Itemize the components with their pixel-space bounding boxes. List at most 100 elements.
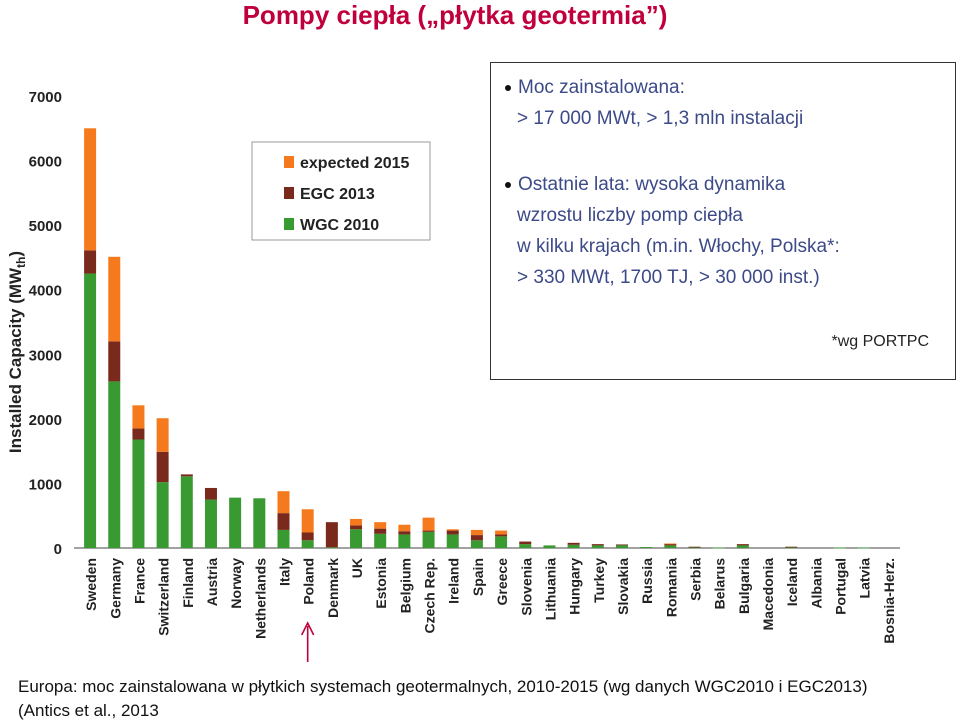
bar-italy-expected-2015 xyxy=(277,491,290,514)
x-tick-label: Italy xyxy=(277,558,293,586)
bar-czech-rep--wgc-2010 xyxy=(422,531,435,548)
x-tick-label: Bulgaria xyxy=(736,558,752,614)
bar-ireland-wgc-2010 xyxy=(446,534,459,548)
bullet-recent-dynamics: Ostatnie lata: wysoka dynamika xyxy=(505,170,785,199)
bar-denmark-wgc-2010 xyxy=(325,547,338,549)
bar-sweden-egc-2013 xyxy=(84,250,97,274)
bullet-dot-icon xyxy=(505,181,511,188)
bar-portugal-wgc-2010 xyxy=(833,547,846,549)
legend-swatch xyxy=(284,218,294,230)
installed-capacity-chart: 0 1000 2000 3000 4000 5000 6000 7000 Sweden Germ… xyxy=(0,70,960,665)
caption-line-2: (Antics et al., 2013 xyxy=(18,701,159,720)
x-tick-label: Austria xyxy=(204,558,220,606)
bar-greece-egc-2013 xyxy=(495,534,508,537)
bar-spain-egc-2013 xyxy=(470,535,483,541)
page-title: Pompy ciepła („płytka geotermia”) xyxy=(242,0,668,30)
y-tick-label: 3000 xyxy=(29,347,62,364)
bar-italy-egc-2013 xyxy=(277,513,290,530)
bar-turkey-wgc-2010 xyxy=(591,545,604,548)
legend-label: EGC 2013 xyxy=(300,186,375,203)
y-tick-label: 1000 xyxy=(29,476,62,493)
x-tick-label: Bosnia-Herz. xyxy=(881,558,897,644)
bullet-recent-dynamics-text: Ostatnie lata: wysoka dynamika xyxy=(518,174,786,195)
bar-turkey-egc-2013 xyxy=(591,544,604,546)
y-axis-label-subscript: th xyxy=(14,257,28,268)
bar-uk-expected-2015 xyxy=(350,518,363,526)
y-tick-label: 6000 xyxy=(29,154,62,171)
bar-slovenia-wgc-2010 xyxy=(519,544,532,548)
bar-france-expected-2015 xyxy=(132,405,145,429)
x-tick-label: Ireland xyxy=(446,558,462,604)
x-tick-label: Russia xyxy=(639,558,655,604)
bar-iceland-wgc-2010 xyxy=(785,547,798,549)
x-tick-label: Norway xyxy=(228,558,244,609)
bar-belgium-expected-2015 xyxy=(398,524,411,532)
recent-dynamics-line-3: w kilku krajach (m.in. Włochy, Polska*: xyxy=(517,236,840,257)
bar-ireland-egc-2013 xyxy=(446,530,459,535)
x-tick-label: Denmark xyxy=(325,558,341,618)
bar-romania-egc-2013 xyxy=(664,543,677,546)
bar-belgium-egc-2013 xyxy=(398,531,411,535)
x-tick-label: Hungary xyxy=(567,558,583,615)
chart-svg: 0 1000 2000 3000 4000 5000 6000 7000 Sweden Germ… xyxy=(6,89,900,662)
x-tick-label: Greece xyxy=(494,558,510,606)
bar-estonia-wgc-2010 xyxy=(374,533,387,548)
bar-switzerland-wgc-2010 xyxy=(156,482,169,548)
bar-poland-wgc-2010 xyxy=(301,540,314,548)
legend-label: WGC 2010 xyxy=(300,217,379,234)
x-tick-label: Belarus xyxy=(712,558,728,610)
bullet-dot-icon xyxy=(505,84,511,91)
bar-czech-rep--expected-2015 xyxy=(422,517,435,531)
bar-slovenia-egc-2013 xyxy=(519,541,532,545)
x-tick-label: Slovakia xyxy=(615,558,631,615)
bar-latvia-wgc-2010 xyxy=(857,547,870,549)
y-tick-label: 0 xyxy=(54,541,62,558)
x-tick-label: UK xyxy=(349,558,365,578)
x-tick-label: Czech Rep. xyxy=(422,558,438,633)
bar-estonia-expected-2015 xyxy=(374,522,387,529)
legend-swatch xyxy=(284,156,294,168)
bar-serbia-egc-2013 xyxy=(688,546,701,548)
bar-switzerland-egc-2013 xyxy=(156,451,169,483)
x-tick-label: Netherlands xyxy=(252,558,268,639)
bar-lithuania-wgc-2010 xyxy=(543,545,556,548)
bar-hungary-wgc-2010 xyxy=(567,544,580,548)
bar-czech-rep--egc-2013 xyxy=(422,530,435,532)
bar-greece-expected-2015 xyxy=(495,530,508,535)
x-tick-label: Poland xyxy=(301,558,317,605)
bar-belarus-wgc-2010 xyxy=(712,547,725,549)
bar-norway-wgc-2010 xyxy=(229,497,242,548)
x-tick-label: Estonia xyxy=(373,558,389,609)
x-tick-label: Slovenia xyxy=(518,558,534,616)
bar-austria-egc-2013 xyxy=(204,487,217,500)
bar-iceland-egc-2013 xyxy=(785,546,798,548)
x-tick-label: Macedonia xyxy=(760,558,776,631)
bar-hungary-egc-2013 xyxy=(567,542,580,545)
bar-sweden-wgc-2010 xyxy=(84,273,97,548)
bar-italy-wgc-2010 xyxy=(277,529,290,548)
bar-spain-wgc-2010 xyxy=(470,540,483,548)
highlight-arrow-icon xyxy=(300,621,315,636)
x-tick-label: Germany xyxy=(107,558,123,619)
x-tick-label: Iceland xyxy=(784,558,800,606)
bar-switzerland-expected-2015 xyxy=(156,418,169,452)
x-tick-label: Albania xyxy=(808,558,824,609)
y-tick-label: 4000 xyxy=(29,283,62,300)
bar-uk-wgc-2010 xyxy=(350,529,363,548)
bar-belgium-wgc-2010 xyxy=(398,534,411,548)
x-tick-label: Sweden xyxy=(83,558,99,611)
bar-netherlands-wgc-2010 xyxy=(253,498,266,548)
recent-dynamics-line-4: > 330 MWt, 1700 TJ, > 30 000 inst.) xyxy=(517,267,820,288)
y-axis-label-main: Installed Capacity (MW xyxy=(6,267,25,453)
bar-bulgaria-egc-2013 xyxy=(736,544,749,546)
legend-swatch xyxy=(284,187,294,199)
source-note: *wg PORTPC xyxy=(831,333,929,350)
x-tick-label: Romania xyxy=(663,558,679,617)
x-tick-label: Portugal xyxy=(833,558,849,615)
legend-box xyxy=(251,141,431,241)
bar-spain-expected-2015 xyxy=(470,529,483,536)
x-tick-label: Lithuania xyxy=(542,558,558,620)
bar-greece-wgc-2010 xyxy=(495,536,508,548)
x-tick-label: Finland xyxy=(180,558,196,608)
legend-label: expected 2015 xyxy=(300,155,410,172)
